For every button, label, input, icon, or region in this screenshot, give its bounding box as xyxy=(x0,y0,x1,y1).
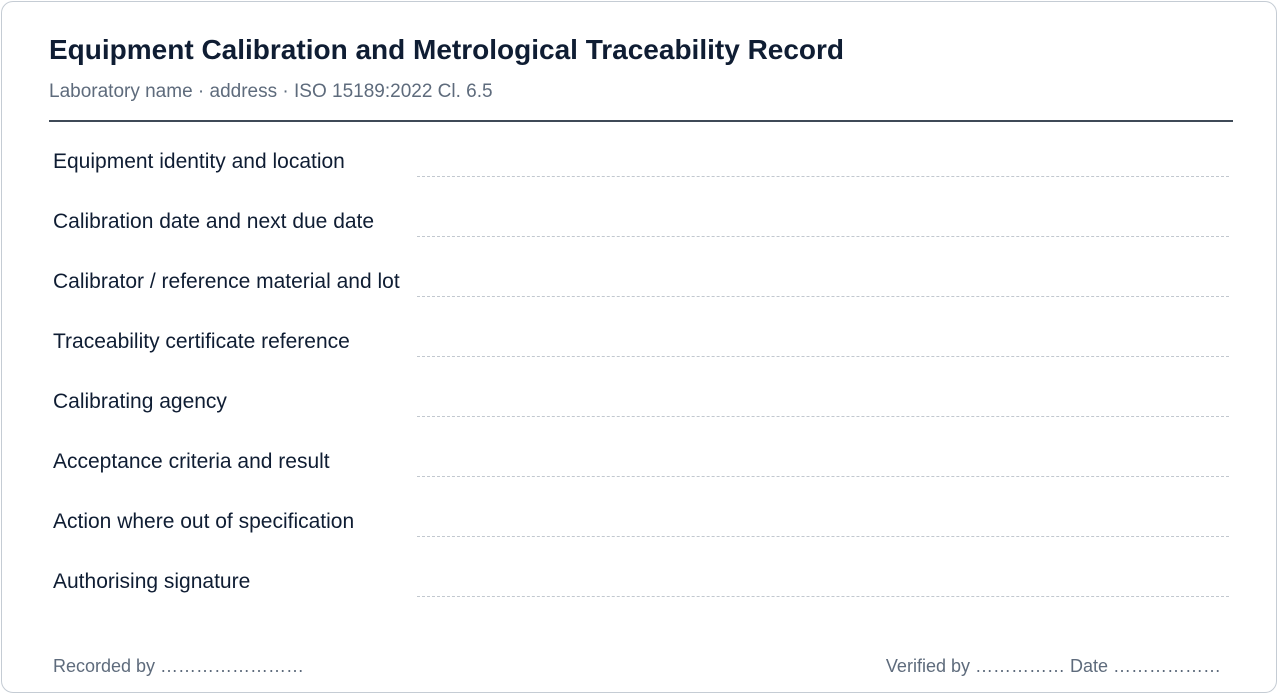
field-equipment-identity: Equipment identity and location xyxy=(53,142,1229,202)
field-label: Acceptance criteria and result xyxy=(53,450,330,473)
field-label: Calibrating agency xyxy=(53,390,227,413)
field-entry-line[interactable] xyxy=(417,296,1229,297)
field-calibrating-agency: Calibrating agency xyxy=(53,382,1229,442)
page-title: Equipment Calibration and Metrological T… xyxy=(49,34,845,65)
field-label: Equipment identity and location xyxy=(53,150,345,173)
record-fields: Equipment identity and location Calibrat… xyxy=(53,142,1229,622)
field-authorising-signature: Authorising signature xyxy=(53,562,1229,622)
field-acceptance-criteria: Acceptance criteria and result xyxy=(53,442,1229,502)
header-divider xyxy=(49,120,1233,122)
field-label: Action where out of specification xyxy=(53,510,355,533)
field-calibration-dates: Calibration date and next due date xyxy=(53,202,1229,262)
field-entry-line[interactable] xyxy=(417,416,1229,417)
field-calibrator-material: Calibrator / reference material and lot xyxy=(53,262,1229,322)
field-label: Calibrator / reference material and lot xyxy=(53,270,400,293)
field-label: Traceability certificate reference xyxy=(53,330,350,353)
field-entry-line[interactable] xyxy=(417,176,1229,177)
field-entry-line[interactable] xyxy=(417,596,1229,597)
field-out-of-spec-action: Action where out of specification xyxy=(53,502,1229,562)
field-entry-line[interactable] xyxy=(417,356,1229,357)
recorded-by-line: Recorded by …………………… xyxy=(53,656,305,676)
field-label: Calibration date and next due date xyxy=(53,210,375,233)
field-traceability-certificate: Traceability certificate reference xyxy=(53,322,1229,382)
page-subtitle: Laboratory name · address · ISO 15189:20… xyxy=(49,81,493,102)
field-entry-line[interactable] xyxy=(417,476,1229,477)
field-entry-line[interactable] xyxy=(417,236,1229,237)
field-label: Authorising signature xyxy=(53,570,251,593)
verified-by-line: Verified by …………… Date ……………… xyxy=(885,656,1221,676)
field-entry-line[interactable] xyxy=(417,536,1229,537)
